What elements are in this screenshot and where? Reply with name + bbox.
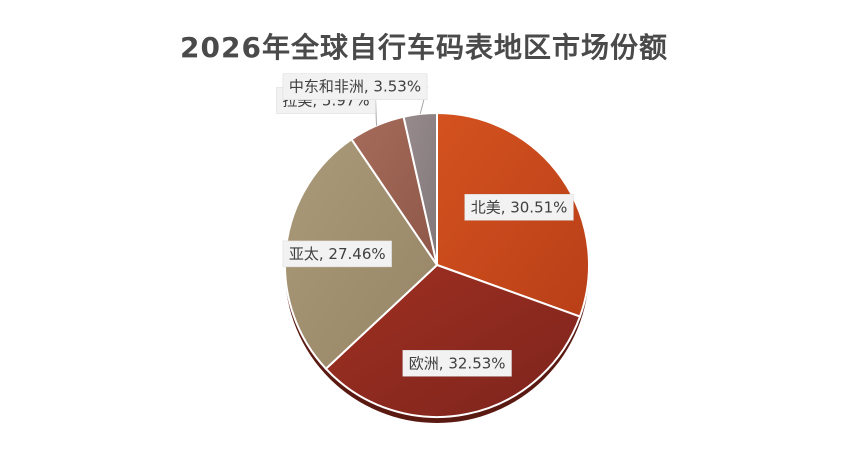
data-label-box-0: [464, 194, 574, 221]
data-label-4: 中东和非洲, 3.53%: [289, 78, 421, 96]
data-label-box-1: [402, 350, 512, 377]
data-label-0: 北美, 30.51%: [471, 198, 568, 216]
data-label-2: 亚太, 27.46%: [289, 245, 386, 263]
pie-slice-4[interactable]: [402, 111, 438, 266]
data-label-box-4: [282, 73, 428, 100]
pie-slice-1[interactable]: [324, 263, 582, 418]
data-label-1: 欧洲, 32.53%: [409, 354, 506, 372]
chart-title: 2026年全球自行车码表地区市场份额: [180, 31, 668, 64]
data-label-box-2: [282, 240, 392, 268]
